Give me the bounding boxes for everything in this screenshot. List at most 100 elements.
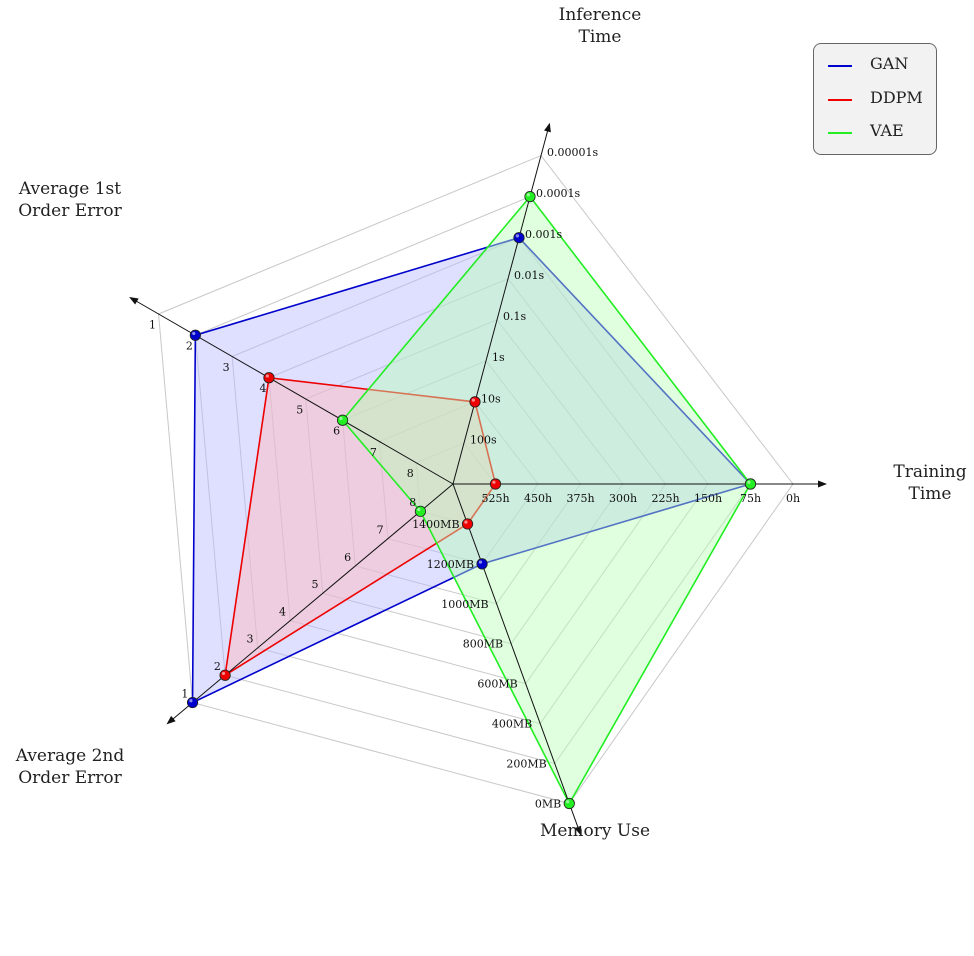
axis-arrow-training — [818, 480, 827, 488]
legend-item-gan: GAN — [814, 52, 936, 82]
tick-label-err2: 6 — [344, 551, 351, 564]
axis-arrow-err1 — [129, 297, 139, 305]
tick-labels: 100s 10s 1s 0.1s 0.01s 0.001s 0.0001s 0.00001s 5… — [149, 146, 800, 811]
data-point-highlight — [515, 234, 519, 238]
tick-label-memory: 1400MB — [412, 518, 459, 531]
tick-label-inference: 1s — [492, 351, 505, 364]
legend-item-vae: VAE — [814, 119, 936, 149]
data-point-gan-err2 — [186, 696, 199, 709]
series-area-vae — [341, 195, 752, 806]
tick-label-memory: 800MB — [463, 638, 503, 651]
data-point-highlight — [192, 331, 196, 336]
tick-label-inference: 10s — [481, 392, 501, 405]
data-point-gan-err1 — [189, 329, 201, 341]
axis-arrow-memory — [574, 825, 582, 836]
tick-label-training: 0h — [786, 492, 800, 505]
axis-title-training: Training Time — [893, 462, 967, 504]
tick-label-memory: 600MB — [477, 678, 517, 691]
tick-label-inference: 0.1s — [503, 310, 526, 323]
axis-title-memory: Memory Use — [539, 821, 651, 841]
grid-ring — [231, 237, 709, 725]
tick-label-err2: 5 — [312, 578, 319, 591]
axis-arrow-inference — [544, 122, 551, 133]
tick-label-inference: 0.00001s — [547, 146, 598, 159]
tick-label-err1: 7 — [370, 446, 377, 459]
series-area-gan — [191, 236, 752, 704]
tick-label-err1: 3 — [223, 361, 230, 374]
tick-label-inference: 0.01s — [514, 269, 544, 282]
tick-label-err2: 1 — [181, 687, 188, 700]
data-point-highlight — [464, 520, 468, 524]
data-point-highlight — [526, 193, 530, 197]
grid-ring — [158, 154, 794, 805]
tick-label-training: 375h — [566, 492, 594, 505]
tick-label-memory: 200MB — [506, 758, 546, 771]
tick-label-inference: 0.001s — [525, 228, 562, 241]
data-point-gan-inference — [513, 232, 525, 244]
tick-label-err1: 6 — [333, 425, 340, 438]
data-point-highlight — [471, 398, 475, 402]
tick-label-training: 525h — [481, 492, 509, 505]
tick-label-memory: 1000MB — [441, 598, 488, 611]
tick-label-training: 450h — [524, 492, 552, 505]
tick-label-inference: 100s — [470, 433, 497, 446]
tick-label-err2: 8 — [409, 496, 416, 509]
data-point-ddpm-err1 — [263, 372, 275, 384]
legend-label-ddpm: DDPM — [870, 88, 923, 107]
tick-label-err2: 4 — [279, 605, 286, 618]
axes — [129, 122, 827, 836]
series-area-ddpm — [224, 376, 497, 677]
tick-label-memory: 1200MB — [427, 558, 474, 571]
legend-label-vae: VAE — [870, 121, 904, 140]
data-point-highlight — [747, 480, 751, 484]
data-point-ddpm-err2 — [219, 669, 231, 681]
axis-arrow-err2 — [166, 715, 176, 725]
data-point-ddpm-training — [489, 478, 502, 490]
data-point-highlight — [221, 671, 226, 676]
data-point-vae-inference — [524, 191, 536, 203]
legend-swatch-gan — [828, 65, 852, 67]
axis-title-err1: Average 1st Order Error — [18, 179, 122, 221]
tick-label-err2: 2 — [214, 660, 221, 673]
legend: GAN DDPM VAE — [813, 43, 937, 155]
tick-label-inference: 0.0001s — [536, 187, 580, 200]
tick-label-memory: 0MB — [535, 797, 561, 810]
tick-label-training: 225h — [651, 492, 679, 505]
axis-line-err1 — [132, 298, 454, 485]
data-point-vae-memory — [563, 797, 575, 810]
legend-swatch-ddpm — [828, 99, 852, 101]
data-point-highlight — [566, 800, 570, 804]
axis-line-err2 — [169, 483, 454, 723]
data-point-highlight — [492, 480, 496, 484]
axis-line-inference — [452, 126, 550, 485]
data-point-highlight — [189, 699, 193, 703]
data-point-ddpm-inference — [469, 396, 481, 408]
series-markers — [186, 191, 757, 810]
legend-label-gan: GAN — [870, 54, 909, 73]
grid-ring — [415, 442, 497, 525]
data-point-highlight — [339, 416, 343, 421]
grid-ring — [378, 401, 539, 565]
tick-label-memory: 400MB — [492, 718, 532, 731]
tick-label-training: 75h — [740, 492, 761, 505]
data-point-vae-err1 — [336, 414, 349, 426]
data-point-vae-training — [744, 478, 757, 490]
tick-label-err1: 2 — [186, 340, 193, 353]
tick-label-err1: 1 — [149, 318, 156, 331]
data-point-gan-memory — [476, 558, 488, 570]
tick-label-training: 300h — [609, 492, 637, 505]
tick-label-err2: 7 — [377, 523, 384, 536]
tick-label-err2: 3 — [246, 633, 253, 646]
tick-label-training: 150h — [694, 492, 722, 505]
axis-title-inference: Inference Time — [558, 5, 642, 47]
series-areas — [191, 195, 752, 806]
axis-title-err2: Average 2nd Order Error — [15, 746, 125, 788]
data-point-vae-err2 — [414, 505, 427, 517]
grid-ring — [342, 360, 582, 605]
data-point-highlight — [265, 374, 269, 378]
legend-item-ddpm: DDPM — [814, 86, 936, 116]
axis-line-memory — [452, 483, 581, 832]
data-point-ddpm-memory — [461, 518, 474, 530]
tick-label-err1: 5 — [296, 403, 303, 416]
data-point-highlight — [417, 507, 421, 512]
